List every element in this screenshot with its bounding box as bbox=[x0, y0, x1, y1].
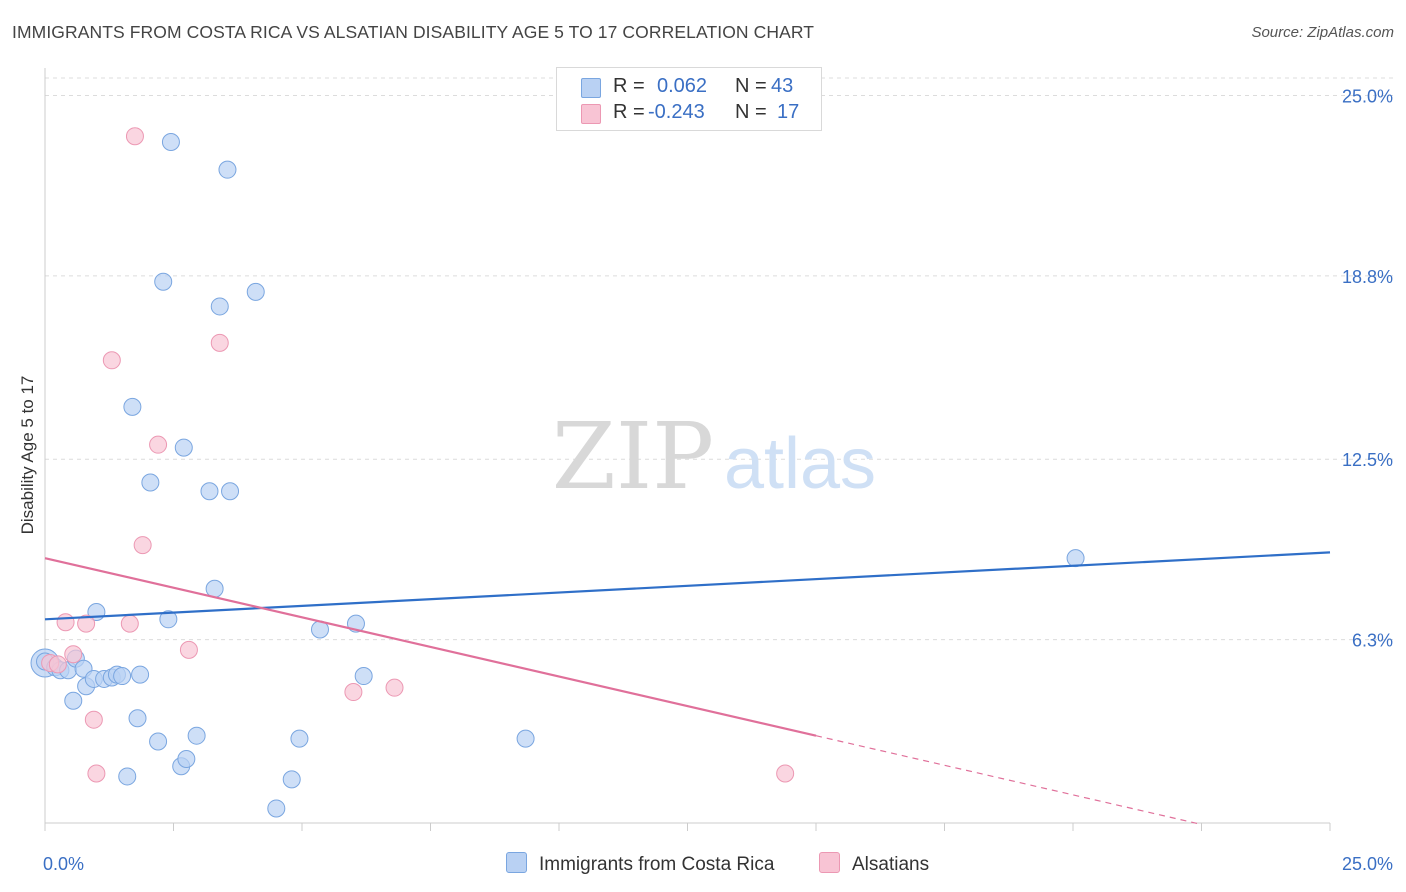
data-point-costa-rica bbox=[161, 133, 180, 152]
data-point-costa-rica bbox=[118, 767, 137, 786]
bottom-legend-swatch-pink bbox=[819, 852, 840, 873]
legend-n-value: 17 bbox=[777, 101, 800, 123]
bottom-legend-label: Alsatians bbox=[852, 854, 930, 875]
legend-swatch-blue bbox=[581, 78, 601, 98]
data-point-costa-rica bbox=[149, 732, 168, 751]
data-point-alsatian bbox=[210, 333, 229, 352]
data-point-costa-rica bbox=[187, 726, 206, 745]
data-point-costa-rica bbox=[221, 482, 240, 501]
data-point-alsatian bbox=[64, 645, 83, 664]
trend-line-costa-rica bbox=[44, 551, 1331, 621]
watermark-atlas: atlas bbox=[724, 424, 876, 504]
data-point-costa-rica bbox=[123, 397, 142, 416]
data-point-alsatian bbox=[87, 764, 106, 783]
data-point-costa-rica bbox=[141, 473, 160, 492]
data-point-costa-rica bbox=[267, 799, 286, 818]
data-point-costa-rica bbox=[113, 667, 132, 686]
watermark-zip: ZIP bbox=[552, 403, 714, 510]
bottom-legend-costa-rica: Immigrants from Costa Rica bbox=[506, 852, 774, 876]
trend-line-alsatians-extension bbox=[815, 735, 1202, 826]
data-point-costa-rica bbox=[174, 438, 193, 457]
data-point-alsatian bbox=[48, 655, 67, 674]
axes bbox=[44, 68, 1331, 831]
bottom-legend-alsatians: Alsatians bbox=[819, 852, 929, 876]
legend-r-value: -0.243 bbox=[648, 101, 705, 123]
y-tick-label: 25.0% bbox=[1342, 86, 1393, 106]
data-point-costa-rica bbox=[159, 610, 178, 629]
data-point-costa-rica bbox=[200, 482, 219, 501]
correlation-legend: R = 0.062 N = 43 R = -0.243 N = 17 bbox=[556, 67, 822, 131]
data-point-alsatian bbox=[120, 614, 139, 633]
legend-n-label: N = bbox=[735, 75, 767, 97]
data-point-costa-rica bbox=[1066, 549, 1085, 568]
data-point-costa-rica bbox=[154, 272, 173, 291]
data-point-costa-rica bbox=[354, 667, 373, 686]
data-point-costa-rica bbox=[131, 665, 150, 684]
trend-line-alsatians bbox=[44, 557, 817, 737]
bottom-legend-label: Immigrants from Costa Rica bbox=[539, 854, 775, 875]
data-point-alsatian bbox=[149, 435, 168, 454]
y-axis-label: Disability Age 5 to 17 bbox=[18, 375, 37, 535]
data-point-costa-rica bbox=[177, 749, 196, 768]
legend-swatch-pink bbox=[581, 104, 601, 124]
legend-r-label: R = bbox=[613, 101, 645, 123]
data-point-alsatian bbox=[102, 351, 121, 370]
legend-r-value: 0.062 bbox=[657, 75, 708, 97]
data-point-alsatian bbox=[179, 640, 198, 659]
data-points bbox=[30, 127, 1085, 818]
y-tick-label: 18.8% bbox=[1342, 267, 1393, 287]
legend-n-label: N = bbox=[735, 101, 767, 123]
data-point-alsatian bbox=[84, 710, 103, 729]
data-point-costa-rica bbox=[210, 297, 229, 316]
data-point-costa-rica bbox=[516, 729, 535, 748]
data-point-alsatian bbox=[56, 613, 75, 632]
data-point-costa-rica bbox=[246, 282, 265, 301]
watermark: ZIP atlas bbox=[552, 403, 876, 510]
chart-title: IMMIGRANTS FROM COSTA RICA VS ALSATIAN D… bbox=[12, 22, 815, 42]
x-tick-label: 25.0% bbox=[1342, 854, 1393, 874]
legend-r-label: R = bbox=[613, 75, 645, 97]
tick-labels: 6.3% 12.5% 18.8% 25.0% 0.0% 25.0% bbox=[43, 86, 1393, 874]
data-point-costa-rica bbox=[128, 709, 147, 728]
data-point-costa-rica bbox=[290, 729, 309, 748]
data-point-alsatian bbox=[344, 683, 363, 702]
bottom-legend-swatch-blue bbox=[506, 852, 527, 873]
source-label: Source: ZipAtlas.com bbox=[1251, 24, 1394, 41]
trend-lines bbox=[44, 551, 1331, 826]
data-point-alsatian bbox=[77, 614, 96, 633]
data-point-costa-rica bbox=[282, 770, 301, 789]
legend-n-value: 43 bbox=[771, 75, 794, 97]
x-tick-label: 0.0% bbox=[43, 854, 84, 874]
data-point-alsatian bbox=[776, 764, 795, 783]
data-point-alsatian bbox=[125, 127, 144, 146]
grid-lines bbox=[45, 77, 1395, 641]
y-tick-label: 6.3% bbox=[1352, 631, 1393, 651]
data-point-alsatian bbox=[133, 536, 152, 555]
data-point-alsatian bbox=[385, 678, 404, 697]
y-tick-label: 12.5% bbox=[1342, 450, 1393, 470]
data-point-costa-rica bbox=[64, 691, 83, 710]
data-point-costa-rica bbox=[218, 160, 237, 179]
data-point-costa-rica bbox=[205, 579, 224, 598]
